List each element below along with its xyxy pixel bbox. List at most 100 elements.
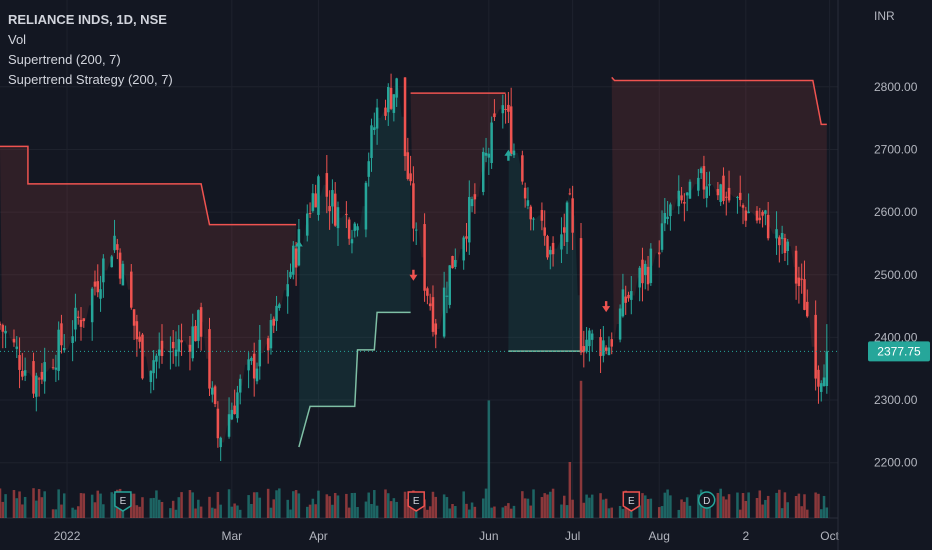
volume-bar xyxy=(269,507,273,518)
volume-bar xyxy=(37,489,41,518)
candle-body xyxy=(428,303,432,307)
volume-bar xyxy=(219,504,222,518)
candle-body xyxy=(4,330,7,334)
volume-bar xyxy=(814,492,817,518)
candle-body xyxy=(57,329,60,371)
volume-bar xyxy=(409,507,412,518)
candle xyxy=(370,118,373,172)
candle-body xyxy=(102,258,105,283)
candle-body xyxy=(197,310,200,341)
candle xyxy=(118,248,122,285)
candle xyxy=(255,362,259,385)
candle-body xyxy=(702,166,706,190)
candle xyxy=(426,286,429,305)
candle-body xyxy=(657,252,661,255)
candle-body xyxy=(314,193,317,208)
candle xyxy=(110,254,113,268)
candle-body xyxy=(389,87,393,109)
volume-bar xyxy=(82,493,86,518)
candle-body xyxy=(113,235,116,251)
x-tick-label: Jul xyxy=(565,529,580,543)
candle xyxy=(23,357,27,382)
candle xyxy=(174,331,178,367)
candle-body xyxy=(434,323,438,335)
candle xyxy=(470,196,474,213)
candle-body xyxy=(666,216,669,219)
supertrend-up-fill xyxy=(508,108,584,352)
candle xyxy=(523,182,527,208)
candle xyxy=(364,180,368,238)
volume-bar xyxy=(599,493,602,518)
candle-body xyxy=(79,319,83,327)
candle-body xyxy=(272,318,276,326)
volume-bar xyxy=(177,497,181,518)
candle-body xyxy=(532,218,535,220)
volume-bar xyxy=(188,490,192,518)
candle-body xyxy=(646,266,650,285)
candle xyxy=(646,255,650,291)
candle-body xyxy=(680,195,683,201)
candle xyxy=(451,255,454,269)
volume-bar xyxy=(677,509,681,518)
indicator-supertrend-strategy[interactable]: Supertrend Strategy (200, 7) xyxy=(8,72,173,87)
indicator-volume[interactable]: Vol xyxy=(8,32,27,47)
volume-bar xyxy=(132,493,136,518)
candles xyxy=(0,73,829,462)
candle xyxy=(375,98,379,145)
symbol-title[interactable]: RELIANCE INDS, 1D, NSE xyxy=(8,12,167,27)
candle xyxy=(764,209,767,226)
candle xyxy=(825,324,829,394)
candle xyxy=(356,223,359,237)
candle xyxy=(817,365,820,404)
volume-bar xyxy=(431,491,435,518)
candle-body xyxy=(286,284,289,297)
candle xyxy=(350,229,354,254)
candle-body xyxy=(278,304,281,309)
candle-body xyxy=(719,184,722,202)
event-badge-label: D xyxy=(703,496,710,507)
candle xyxy=(722,167,725,205)
candle-body xyxy=(736,197,739,199)
volume-bar xyxy=(560,504,563,518)
volume-bar xyxy=(481,498,485,518)
volume-bar xyxy=(532,489,535,518)
candle-body xyxy=(775,229,778,239)
candle-body xyxy=(669,204,672,217)
volume-bar xyxy=(778,489,781,518)
volume-bar xyxy=(317,490,320,518)
candle-body xyxy=(43,362,46,382)
candle-body xyxy=(238,378,242,393)
candle-body xyxy=(135,321,139,340)
volume-bar xyxy=(294,489,298,518)
candle xyxy=(644,260,647,290)
candle xyxy=(54,354,58,382)
event-badge-label: E xyxy=(628,496,635,507)
candle-body xyxy=(308,213,312,215)
candle xyxy=(677,175,681,215)
candle-body xyxy=(266,338,270,351)
y-tick-label: 2700.00 xyxy=(874,142,918,156)
volume-bar xyxy=(543,493,546,518)
candle-body xyxy=(216,408,220,439)
volume-bar xyxy=(822,495,826,518)
indicator-supertrend[interactable]: Supertrend (200, 7) xyxy=(8,52,121,67)
dividend-badge-shape xyxy=(697,491,716,509)
candle xyxy=(132,309,136,340)
candle-body xyxy=(269,320,273,349)
candle xyxy=(406,137,410,181)
candle-body xyxy=(141,334,144,379)
candle xyxy=(294,241,298,286)
candle-body xyxy=(546,236,549,258)
candle xyxy=(292,241,295,280)
candle-body xyxy=(230,409,234,420)
event-badge-earnings: E xyxy=(622,491,641,512)
candle xyxy=(160,324,164,364)
candle xyxy=(269,313,273,355)
candle xyxy=(76,310,80,325)
candle-body xyxy=(677,190,681,207)
candle-body xyxy=(138,336,141,342)
volume-bar xyxy=(607,508,611,518)
candle xyxy=(93,270,97,296)
